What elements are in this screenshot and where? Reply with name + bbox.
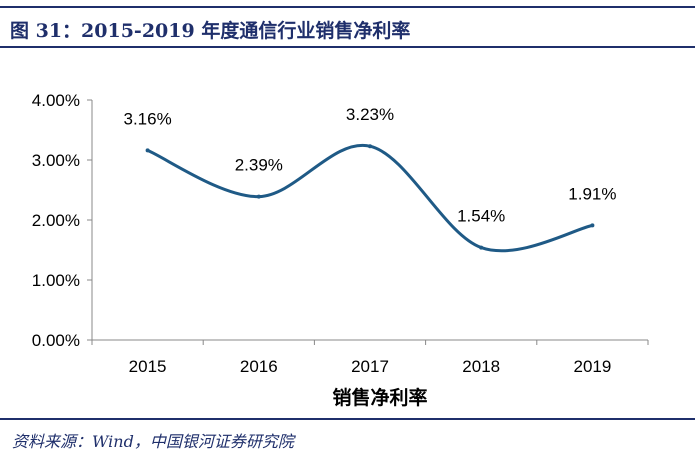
- data-label: 3.16%: [123, 109, 171, 128]
- source-note: 资料来源：Wind，中国银河证券研究院: [12, 432, 294, 451]
- data-label: 2.39%: [235, 156, 283, 175]
- data-point: [256, 194, 261, 199]
- y-tick-label: 0.00%: [32, 331, 80, 350]
- x-tick-label: 2016: [240, 357, 278, 376]
- data-point: [479, 245, 484, 250]
- figure-title: 图 31：2015-2019 年度通信行业销售净利率: [10, 20, 411, 42]
- data-point: [590, 223, 595, 228]
- data-point: [145, 148, 150, 153]
- x-tick-label: 2019: [573, 357, 611, 376]
- legend-label: 销售净利率: [332, 386, 427, 409]
- x-tick-label: 2015: [129, 357, 167, 376]
- data-label: 3.23%: [346, 105, 394, 124]
- y-tick-label: 1.00%: [32, 271, 80, 290]
- series-line: [146, 143, 594, 253]
- data-label: 1.54%: [457, 207, 505, 226]
- line-chart: 0.00% 1.00% 2.00% 3.00% 4.00% 2015 2016 2017 201…: [32, 91, 649, 409]
- x-tick-label: 2018: [462, 357, 500, 376]
- figure-title-bar: 图 31：2015-2019 年度通信行业销售净利率: [0, 6, 695, 48]
- y-tick-label: 2.00%: [32, 211, 80, 230]
- data-point: [368, 144, 372, 149]
- x-tick-label: 2017: [351, 357, 389, 376]
- footer-divider: [0, 418, 695, 420]
- y-tick-label: 3.00%: [32, 151, 80, 170]
- y-tick-label: 4.00%: [32, 91, 80, 110]
- data-label: 1.91%: [568, 184, 616, 203]
